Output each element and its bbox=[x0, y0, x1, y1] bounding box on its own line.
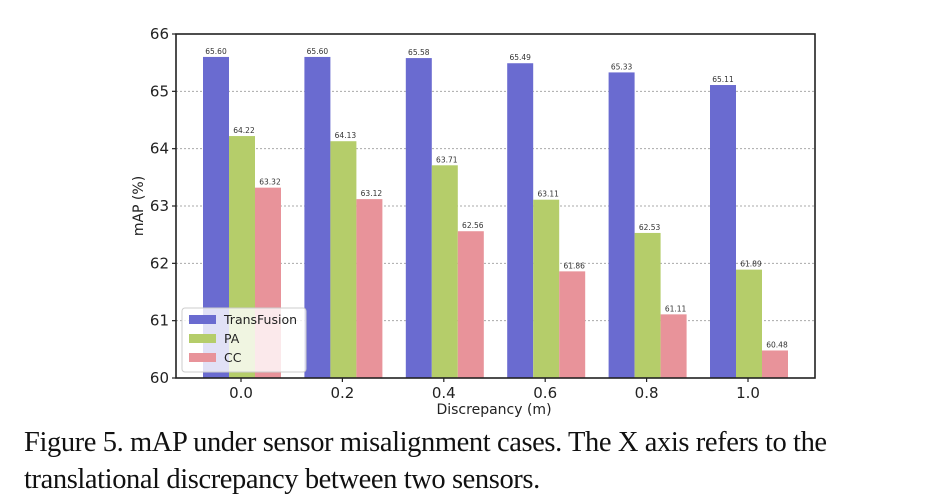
data-label: 63.12 bbox=[361, 189, 383, 198]
data-label: 65.33 bbox=[611, 62, 633, 71]
legend-swatch-transfusion bbox=[189, 315, 216, 324]
data-label: 60.48 bbox=[766, 340, 788, 349]
bar-pa-0.6 bbox=[533, 199, 560, 378]
grid-lines bbox=[176, 90, 815, 322]
data-label: 63.11 bbox=[537, 190, 559, 199]
bar-cc-0.6 bbox=[559, 271, 586, 378]
data-label: 65.60 bbox=[307, 47, 329, 56]
figure-caption: Figure 5. mAP under sensor misalignment … bbox=[24, 427, 827, 495]
data-label: 65.60 bbox=[205, 47, 227, 56]
bar-pa-0.2 bbox=[330, 141, 357, 378]
bars bbox=[203, 56, 788, 379]
data-label: 61.86 bbox=[563, 261, 585, 270]
bar-pa-0.8 bbox=[634, 232, 661, 378]
bar-cc-0.2 bbox=[356, 199, 383, 378]
data-label: 64.22 bbox=[233, 126, 255, 135]
x-tick-label: 0.2 bbox=[330, 384, 354, 402]
bar-cc-1.0 bbox=[762, 350, 788, 378]
data-label: 65.58 bbox=[408, 48, 430, 57]
bar-chart: 65.60 64.22 63.32 65.60 64.13 63.12 65.58 63.71… bbox=[131, 25, 816, 418]
y-tick-label: 65 bbox=[150, 82, 169, 100]
bar-transfusion-0.8 bbox=[608, 72, 635, 378]
legend-swatch-pa bbox=[189, 334, 216, 343]
x-axis-ticks: 0.0 0.2 0.4 0.6 0.8 1.0 bbox=[229, 378, 760, 402]
data-label: 61.11 bbox=[665, 304, 687, 313]
legend-label: TransFusion bbox=[223, 312, 297, 327]
x-axis-label: Discrepancy (m) bbox=[436, 402, 551, 418]
data-label: 62.53 bbox=[639, 223, 661, 232]
x-tick-label: 0.6 bbox=[533, 384, 557, 402]
x-tick-label: 0.0 bbox=[229, 384, 253, 402]
bar-transfusion-0.6 bbox=[507, 63, 534, 379]
legend: TransFusion PA CC bbox=[181, 307, 307, 373]
bar-transfusion-0.2 bbox=[304, 56, 331, 378]
legend-label: PA bbox=[224, 331, 240, 346]
data-label: 63.71 bbox=[436, 155, 458, 164]
bar-pa-1.0 bbox=[736, 269, 762, 378]
y-tick-label: 63 bbox=[150, 197, 169, 215]
data-label: 63.32 bbox=[259, 178, 281, 187]
y-tick-label: 66 bbox=[150, 25, 169, 43]
data-label: 62.56 bbox=[462, 221, 484, 230]
x-tick-label: 1.0 bbox=[736, 384, 760, 402]
x-tick-label: 0.4 bbox=[432, 384, 456, 402]
y-axis-ticks: 60 61 62 63 64 65 66 bbox=[150, 25, 176, 387]
legend-label: CC bbox=[224, 350, 242, 365]
y-axis-label: mAP (%) bbox=[131, 176, 147, 236]
bar-transfusion-0.4 bbox=[405, 58, 432, 378]
legend-swatch-cc bbox=[189, 353, 216, 362]
y-tick-label: 60 bbox=[150, 369, 169, 387]
data-label: 61.89 bbox=[740, 260, 762, 269]
y-tick-label: 61 bbox=[150, 312, 169, 330]
bar-pa-0.4 bbox=[431, 165, 458, 378]
data-label: 64.13 bbox=[335, 131, 357, 140]
bar-cc-0.8 bbox=[660, 314, 687, 378]
bar-transfusion-1.0 bbox=[710, 85, 736, 378]
y-tick-label: 64 bbox=[150, 140, 169, 158]
data-label: 65.11 bbox=[712, 75, 734, 84]
x-tick-label: 0.8 bbox=[635, 384, 659, 402]
data-labels: 65.60 64.22 63.32 65.60 64.13 63.12 65.58 63.71… bbox=[205, 47, 788, 350]
y-tick-label: 62 bbox=[150, 254, 169, 272]
data-label: 65.49 bbox=[509, 53, 531, 62]
bar-cc-0.4 bbox=[457, 231, 484, 378]
